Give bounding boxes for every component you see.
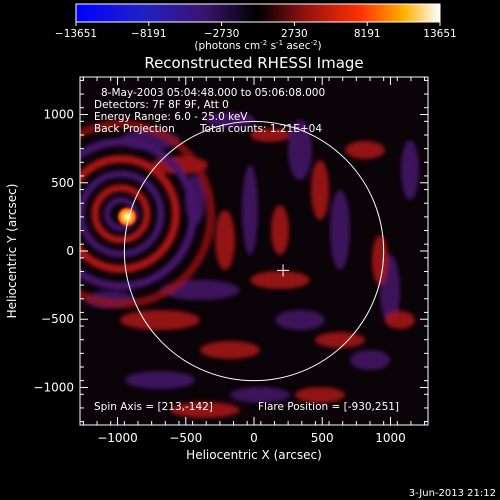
solar-limb-circle (123, 120, 385, 382)
x-tick-label: 500 (311, 431, 334, 445)
spin-axis-marker (277, 264, 290, 277)
y-tick-label: −500 (41, 312, 74, 326)
y-axis-label: Heliocentric Y (arcsec) (5, 184, 19, 319)
annotation-flare-position: Flare Position = [-930,251] (258, 401, 399, 413)
y-tick-label: 500 (51, 176, 74, 190)
y-axis-ticks (80, 79, 428, 423)
footer-timestamp: 3-Jun-2013 21:12 (409, 488, 496, 499)
x-tick-label: −1000 (97, 431, 138, 445)
colorbar-tick-label: −8191 (131, 28, 167, 40)
colorbar-tick-label: 13651 (423, 28, 456, 40)
colorbar-tick-label: 2730 (281, 28, 308, 40)
y-tick-label: 0 (66, 244, 74, 258)
flare-source (116, 205, 139, 228)
x-tick-label: 0 (250, 431, 258, 445)
colorbar-tick-labels: −13651 −8191 −2730 2730 8191 13651 (55, 28, 457, 40)
annotation-spin-axis: Spin Axis = [213,-142] (94, 401, 213, 413)
annotation-time-range: 8-May-2003 05:04:48.000 to 05:06:08.000 (101, 87, 325, 99)
annotation-total-counts: Total counts: 1.21E+04 (199, 123, 322, 135)
colorbar-tick-label: 8191 (354, 28, 381, 40)
colorbar-unit: (photons cm-2 s-1 asec-2) (194, 39, 321, 52)
x-axis-tick-labels: −1000 −500 0 500 1000 (97, 431, 406, 445)
annotation-detectors: Detectors: 7F 8F 9F, Att 0 (94, 99, 229, 111)
chart-title: Reconstructed RHESSI Image (144, 54, 363, 72)
annotation-energy-range: Energy Range: 6.0 - 25.0 keV (94, 111, 248, 123)
y-axis-tick-labels: −1000 −500 0 500 1000 (33, 108, 74, 395)
annotation-method: Back Projection (94, 123, 175, 135)
heatmap-image (80, 77, 428, 425)
colorbar-ticks (75, 22, 441, 26)
colorbar (75, 3, 441, 23)
x-axis-label: Heliocentric X (arcsec) (186, 448, 322, 462)
colorbar-tick-label: −13651 (55, 28, 97, 40)
y-tick-label: 1000 (43, 108, 74, 122)
y-tick-label: −1000 (33, 380, 74, 394)
x-tick-label: 1000 (375, 431, 406, 445)
x-tick-label: −500 (169, 431, 202, 445)
colorbar-tick-label: −2730 (204, 28, 240, 40)
x-axis-ticks (82, 77, 426, 425)
